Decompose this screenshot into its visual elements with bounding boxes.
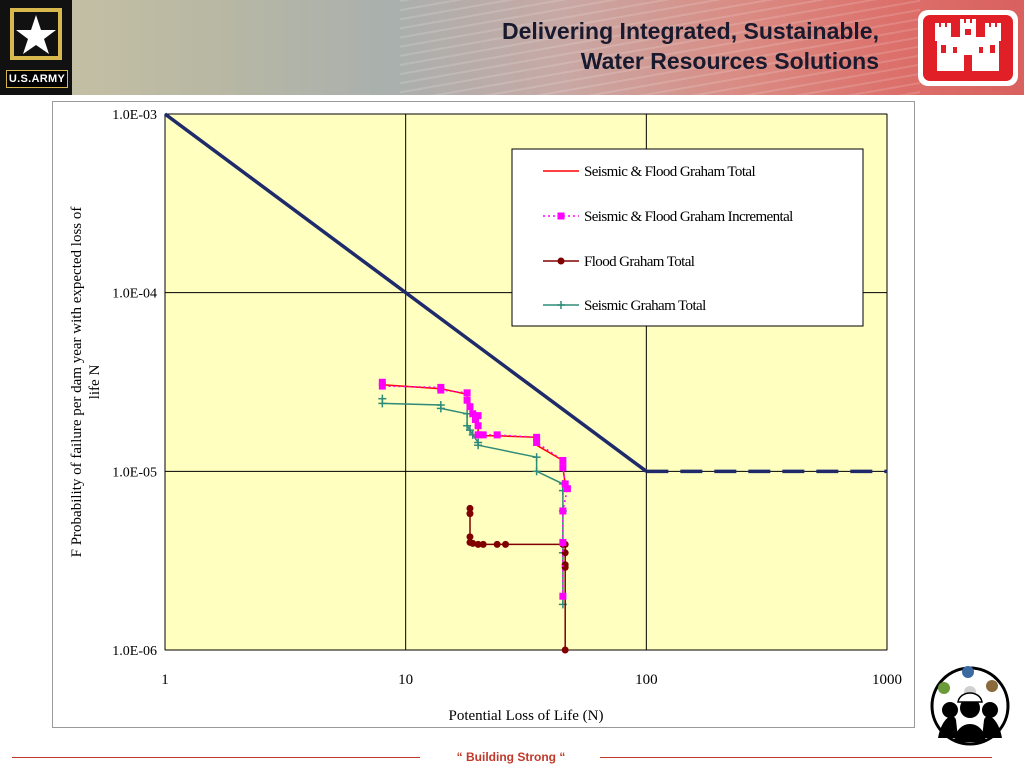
data-point-seismic-graham-total	[474, 441, 483, 450]
army-star-icon	[10, 8, 62, 60]
legend-entry-seismic-graham-total: Seismic Graham Total	[543, 298, 707, 314]
y-tick-label: 1.0E-06	[112, 644, 157, 659]
footer-divider-right	[600, 757, 992, 758]
data-point-seismic-and-flood-graham-incremental	[559, 464, 567, 472]
x-tick-label: 1000	[872, 672, 902, 688]
series-flood-graham-total	[466, 504, 569, 654]
data-point-seismic-and-flood-graham-incremental	[378, 378, 386, 386]
y-tick-label: 1.0E-04	[112, 287, 157, 302]
data-point-seismic-and-flood-graham-incremental	[471, 416, 479, 424]
legend-swatch-marker	[557, 212, 565, 220]
legend-label: Seismic Graham Total	[584, 298, 706, 314]
data-point-seismic-and-flood-graham-incremental	[474, 422, 482, 430]
data-point-seismic-and-flood-graham-incremental	[437, 386, 445, 394]
x-tick-label: 100	[635, 672, 658, 688]
y-axis-title-line2: life N	[87, 365, 103, 400]
data-point-seismic-and-flood-graham-incremental	[479, 431, 487, 439]
castle-icon	[935, 19, 1001, 71]
axis-tick-labels: 1 10 100 1000 1.0E-06 1.0E-05 1.0E-04 1.0E-03	[112, 108, 902, 688]
legend-label: Seismic & Flood Graham Total	[584, 164, 755, 180]
us-army-logo: U.S.ARMY	[0, 0, 72, 95]
legend-swatch-marker	[557, 257, 565, 265]
data-point-seismic-graham-total	[436, 404, 445, 413]
y-tick-label: 1.0E-05	[112, 465, 157, 480]
data-point-seismic-and-flood-graham-incremental	[466, 403, 474, 411]
data-point-seismic-graham-total	[532, 453, 541, 462]
castle-background	[923, 15, 1013, 81]
data-point-seismic-and-flood-graham-incremental	[559, 592, 567, 600]
footer-divider-left	[12, 757, 420, 758]
legend-swatch-marker	[557, 301, 565, 309]
data-point-seismic-graham-total	[465, 426, 474, 435]
data-point-flood-graham-total	[479, 540, 487, 548]
legend-entry-flood-graham-total: Flood Graham Total	[543, 254, 695, 270]
data-point-seismic-and-flood-graham-incremental	[559, 538, 567, 546]
chart-frame: 1 10 100 1000 1.0E-06 1.0E-05 1.0E-04 1.0E-03 P…	[52, 101, 915, 728]
y-axis-title-line1: F Probability of failure per dam year wi…	[69, 207, 85, 558]
guideline-solid	[163, 112, 648, 473]
data-point-seismic-and-flood-graham-incremental	[474, 412, 482, 420]
data-point-flood-graham-total	[474, 540, 482, 548]
data-point-flood-graham-total	[502, 540, 510, 548]
data-point-seismic-and-flood-graham-incremental	[559, 456, 567, 464]
legend-box	[511, 148, 864, 327]
army-label: U.S.ARMY	[6, 70, 68, 88]
data-point-seismic-and-flood-graham-incremental	[533, 439, 541, 447]
legend-label: Flood Graham Total	[584, 254, 695, 270]
legend: Seismic & Flood Graham Total Seismic & Fl…	[511, 148, 864, 327]
data-point-seismic-and-flood-graham-incremental	[561, 480, 569, 488]
header-texture	[400, 0, 920, 95]
data-point-flood-graham-total	[466, 504, 474, 512]
x-tick-label: 10	[398, 672, 413, 688]
page-title-line2: Water Resources Solutions	[580, 48, 879, 74]
data-point-seismic-graham-total	[378, 399, 387, 408]
data-point-seismic-and-flood-graham-incremental	[463, 389, 471, 397]
data-point-seismic-graham-total	[532, 467, 541, 476]
data-point-seismic-and-flood-graham-incremental	[563, 485, 571, 493]
data-point-seismic-and-flood-graham-incremental	[559, 507, 567, 515]
data-point-flood-graham-total	[466, 533, 474, 541]
header-banner: U.S.ARMY Delivering Integrated, Sustaina…	[0, 0, 1024, 95]
data-point-seismic-and-flood-graham-incremental	[474, 431, 482, 439]
data-point-seismic-and-flood-graham-incremental	[378, 382, 386, 390]
data-point-flood-graham-total	[493, 540, 501, 548]
page-title-line1: Delivering Integrated, Sustainable,	[501, 18, 879, 44]
guideline	[163, 112, 887, 474]
footer-slogan: “ Building Strong “	[456, 750, 566, 764]
data-point-seismic-and-flood-graham-incremental	[533, 433, 541, 441]
series-seismic-and-flood-graham-incremental	[378, 378, 571, 600]
usace-logo	[918, 10, 1018, 86]
legend-entries: Seismic & Flood Graham Total Seismic & Fl…	[543, 164, 794, 314]
data-point-seismic-and-flood-graham-incremental	[463, 396, 471, 404]
team-logo-icon	[930, 666, 1010, 746]
data-point-flood-graham-total	[561, 646, 569, 654]
series-layer	[378, 378, 571, 654]
x-axis-title: Potential Loss of Life (N)	[449, 708, 604, 724]
fn-chart: 1 10 100 1000 1.0E-06 1.0E-05 1.0E-04 1.0E-03 P…	[69, 108, 902, 724]
x-tick-label: 1	[161, 672, 169, 688]
data-point-flood-graham-total	[466, 510, 474, 518]
legend-label: Seismic & Flood Graham Incremental	[584, 209, 793, 225]
data-point-flood-graham-total	[469, 539, 477, 547]
data-point-seismic-and-flood-graham-incremental	[493, 431, 501, 439]
y-tick-label: 1.0E-03	[112, 108, 157, 123]
legend-entry-seismic-and-flood-graham-total: Seismic & Flood Graham Total	[543, 164, 756, 180]
legend-entry-seismic-and-flood-graham-incremental: Seismic & Flood Graham Incremental	[543, 209, 794, 225]
page-title: Delivering Integrated, Sustainable, Wate…	[319, 16, 879, 76]
data-point-seismic-and-flood-graham-incremental	[469, 410, 477, 418]
data-point-seismic-graham-total	[463, 421, 472, 430]
